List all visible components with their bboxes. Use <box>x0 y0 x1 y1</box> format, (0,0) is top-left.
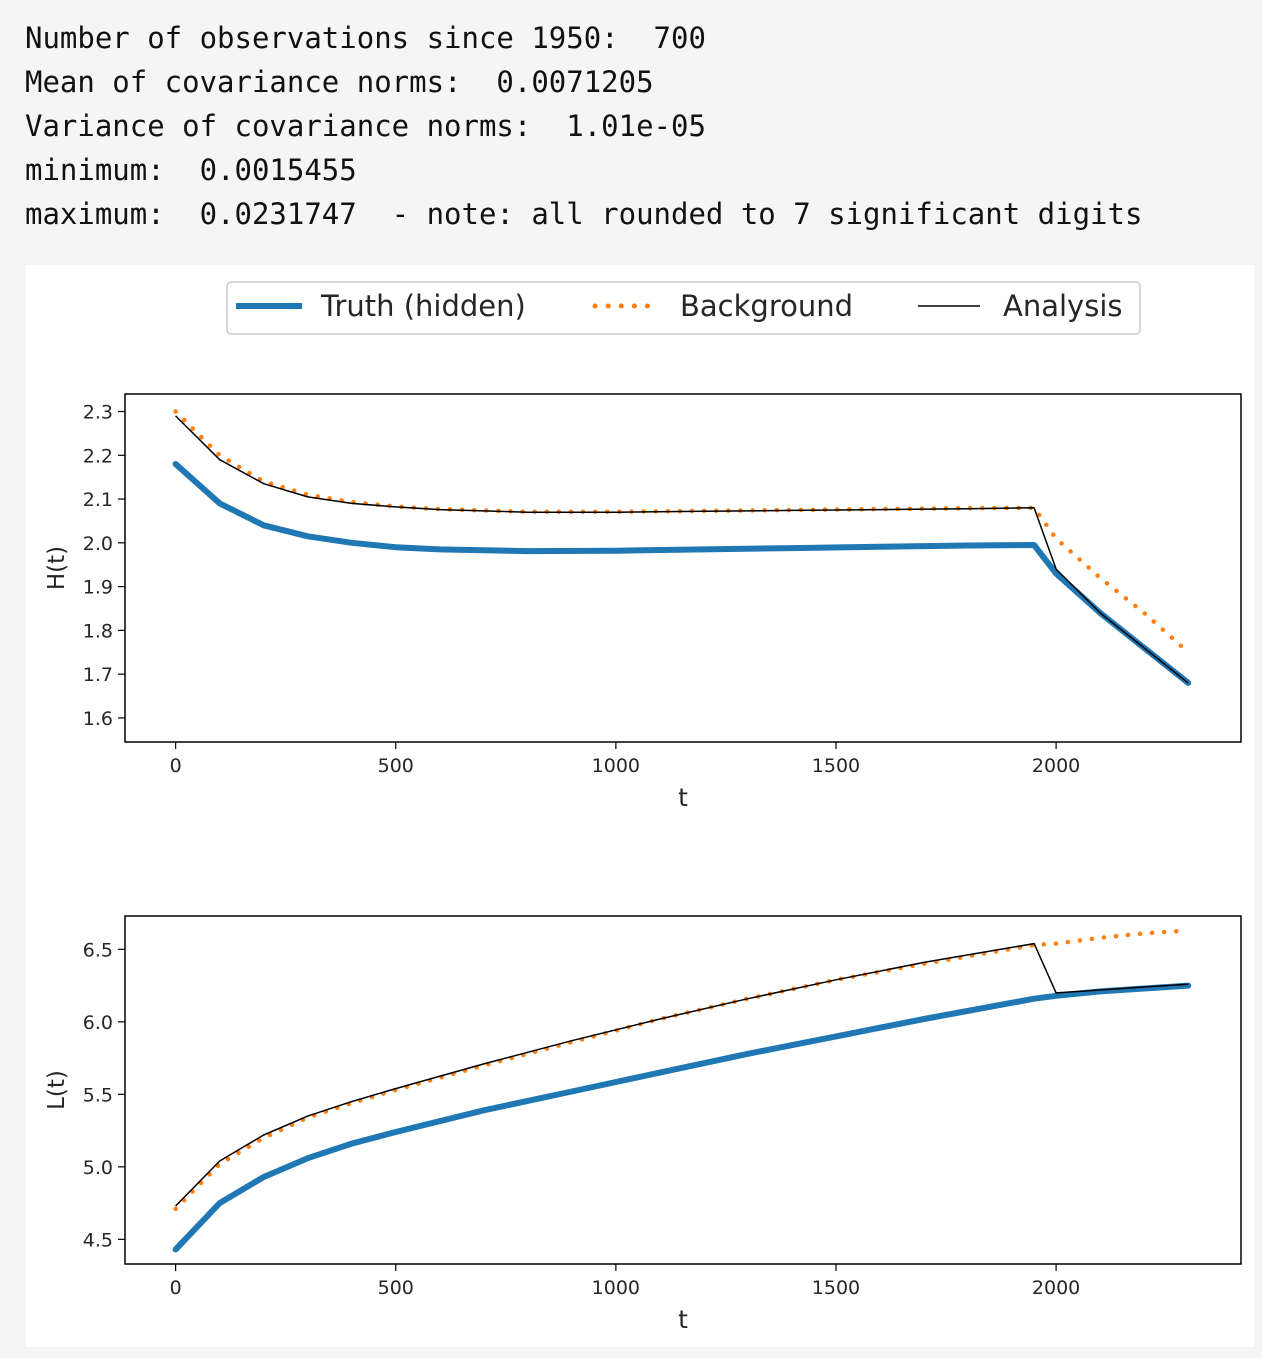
axes-frame <box>124 915 1242 1265</box>
x-tick-label: 1500 <box>812 1277 860 1299</box>
y-tick-label: 2.3 <box>83 402 113 424</box>
output-line-mean: Mean of covariance norms: 0.0071205 <box>25 65 654 99</box>
x-tick-label: 2000 <box>1032 1277 1080 1299</box>
x-tick-label: 1000 <box>592 1277 640 1299</box>
output-line-observations: Number of observations since 1950: 700 <box>25 21 706 55</box>
y-tick-label: 5.0 <box>83 1157 113 1179</box>
l-panel: 0 500 1000 1500 2000 4.5 5.0 5.5 6.0 6.5 t L(t) <box>44 915 1242 1334</box>
y-tick-label: 1.9 <box>83 577 113 599</box>
x-tick-label: 0 <box>170 1277 182 1299</box>
y-tick-label: 6.0 <box>83 1012 113 1034</box>
x-tick-label: 2000 <box>1032 755 1080 777</box>
legend-analysis-label: Analysis <box>1003 289 1122 323</box>
y-axis-label: L(t) <box>44 1070 70 1110</box>
analysis-line <box>175 415 1189 684</box>
output-line-minimum: minimum: 0.0015455 <box>25 153 357 187</box>
y-tick-label: 2.2 <box>83 445 113 467</box>
legend-background-label: Background <box>680 289 853 323</box>
x-tick-label: 1500 <box>812 755 860 777</box>
y-tick-label: 1.7 <box>83 664 113 686</box>
x-tick-label: 500 <box>378 755 414 777</box>
figure-svg: Truth (hidden) Background Analysis 0 500 1… <box>44 281 1242 1334</box>
y-axis-label: H(t) <box>44 546 70 590</box>
output-line-variance: Variance of covariance norms: 1.01e-05 <box>25 109 706 143</box>
output-line-maximum: maximum: 0.0231747 - note: all rounded t… <box>25 197 1143 231</box>
y-tick-label: 4.5 <box>83 1229 113 1251</box>
y-tick-label: 2.1 <box>83 489 113 511</box>
analysis-line <box>175 942 1189 1207</box>
x-tick-label: 500 <box>378 1277 414 1299</box>
y-tick-label: 5.5 <box>83 1084 113 1106</box>
truth-line <box>172 982 1192 1253</box>
background-line <box>173 409 1191 655</box>
y-tick-label: 1.8 <box>83 620 113 642</box>
truth-line <box>172 461 1192 686</box>
legend-frame <box>226 281 1141 335</box>
legend-truth-label: Truth (hidden) <box>320 289 526 323</box>
background-line <box>173 928 1191 1212</box>
h-panel: 0 500 1000 1500 2000 1.6 1.7 1.8 1.9 2.0 2.1 2.2 2.3… <box>44 393 1242 812</box>
legend: Truth (hidden) Background Analysis <box>226 281 1141 335</box>
y-tick-label: 1.6 <box>83 708 113 730</box>
figure: Truth (hidden) Background Analysis 0 500 1… <box>26 265 1254 1347</box>
axes-frame <box>124 393 1242 743</box>
y-tick-label: 6.5 <box>83 939 113 961</box>
y-tick-label: 2.0 <box>83 533 113 555</box>
x-tick-label: 0 <box>170 755 182 777</box>
cell-output-text: Number of observations since 1950: 700 Me… <box>25 16 1142 236</box>
x-tick-label: 1000 <box>592 755 640 777</box>
x-axis-label: t <box>678 783 688 812</box>
x-axis-label: t <box>678 1305 688 1334</box>
